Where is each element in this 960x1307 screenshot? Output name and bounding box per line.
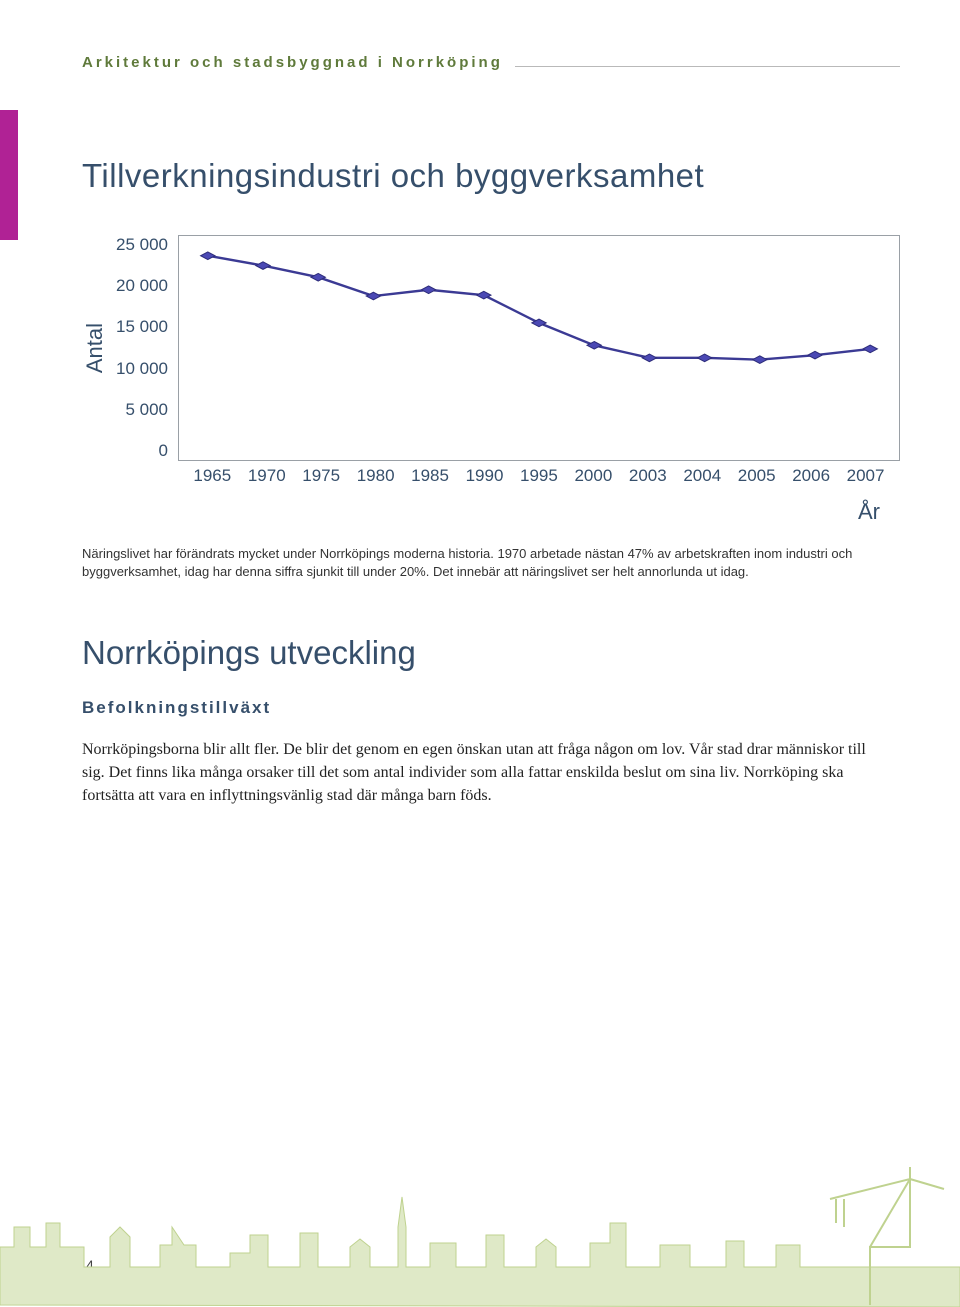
chart-marker — [201, 252, 215, 260]
x-tick-label: 1975 — [302, 466, 340, 486]
y-tick-label: 5 000 — [125, 400, 168, 420]
x-tick-label: 1995 — [520, 466, 558, 486]
x-tick-label: 2005 — [738, 466, 776, 486]
chart-marker — [863, 345, 877, 353]
side-tab — [0, 110, 18, 240]
chart-title: Tillverkningsindustri och byggverksamhet — [82, 157, 900, 195]
header-row: Arkitektur och stadsbyggnad i Norrköping — [82, 54, 900, 71]
x-tick-label: 2007 — [847, 466, 885, 486]
x-tick-label: 1985 — [411, 466, 449, 486]
chart-caption: Näringslivet har förändrats mycket under… — [82, 545, 862, 580]
page-number: 4 — [86, 1257, 94, 1273]
skyline-illustration — [0, 1127, 960, 1307]
chart-line — [208, 256, 870, 360]
y-ticks: 25 000 20 000 15 000 10 000 5 000 0 — [116, 235, 178, 461]
y-tick-label: 0 — [159, 441, 168, 461]
chart-marker — [808, 351, 822, 359]
header-rule — [515, 66, 900, 67]
chart-plot-area: 1965197019751980198519901995200020032004… — [178, 235, 900, 461]
y-tick-label: 15 000 — [116, 317, 168, 337]
y-tick-label: 25 000 — [116, 235, 168, 255]
x-tick-label: 2006 — [792, 466, 830, 486]
x-tick-label: 1970 — [248, 466, 286, 486]
page: Arkitektur och stadsbyggnad i Norrköping… — [0, 0, 960, 1307]
chart-marker — [753, 356, 767, 364]
y-axis-label: Antal — [82, 323, 108, 373]
x-tick-label: 1980 — [357, 466, 395, 486]
x-tick-label: 2000 — [574, 466, 612, 486]
x-tick-label: 1990 — [466, 466, 504, 486]
section-body: Norrköpingsborna blir allt fler. De blir… — [82, 738, 872, 808]
x-tick-label: 2004 — [683, 466, 721, 486]
header-title: Arkitektur och stadsbyggnad i Norrköping — [82, 54, 503, 71]
x-ticks: 1965 1970 1975 1980 1985 1990 1995 2000 2003 2004… — [179, 460, 899, 486]
chart-marker — [642, 354, 656, 362]
y-tick-label: 20 000 — [116, 276, 168, 296]
x-axis-label: År — [82, 499, 900, 525]
section-title: Norrköpings utveckling — [82, 634, 900, 672]
skyline-path — [0, 1197, 960, 1307]
chart-marker — [421, 286, 435, 294]
section-subheading: Befolkningstillväxt — [82, 698, 900, 718]
x-tick-label: 1965 — [193, 466, 231, 486]
chart-marker — [697, 354, 711, 362]
chart-svg — [179, 236, 899, 460]
chart-wrap: Antal 25 000 20 000 15 000 10 000 5 000 0 196… — [82, 235, 900, 461]
skyline-crane — [830, 1167, 944, 1305]
y-tick-label: 10 000 — [116, 359, 168, 379]
x-tick-label: 2003 — [629, 466, 667, 486]
chart-marker — [256, 262, 270, 270]
